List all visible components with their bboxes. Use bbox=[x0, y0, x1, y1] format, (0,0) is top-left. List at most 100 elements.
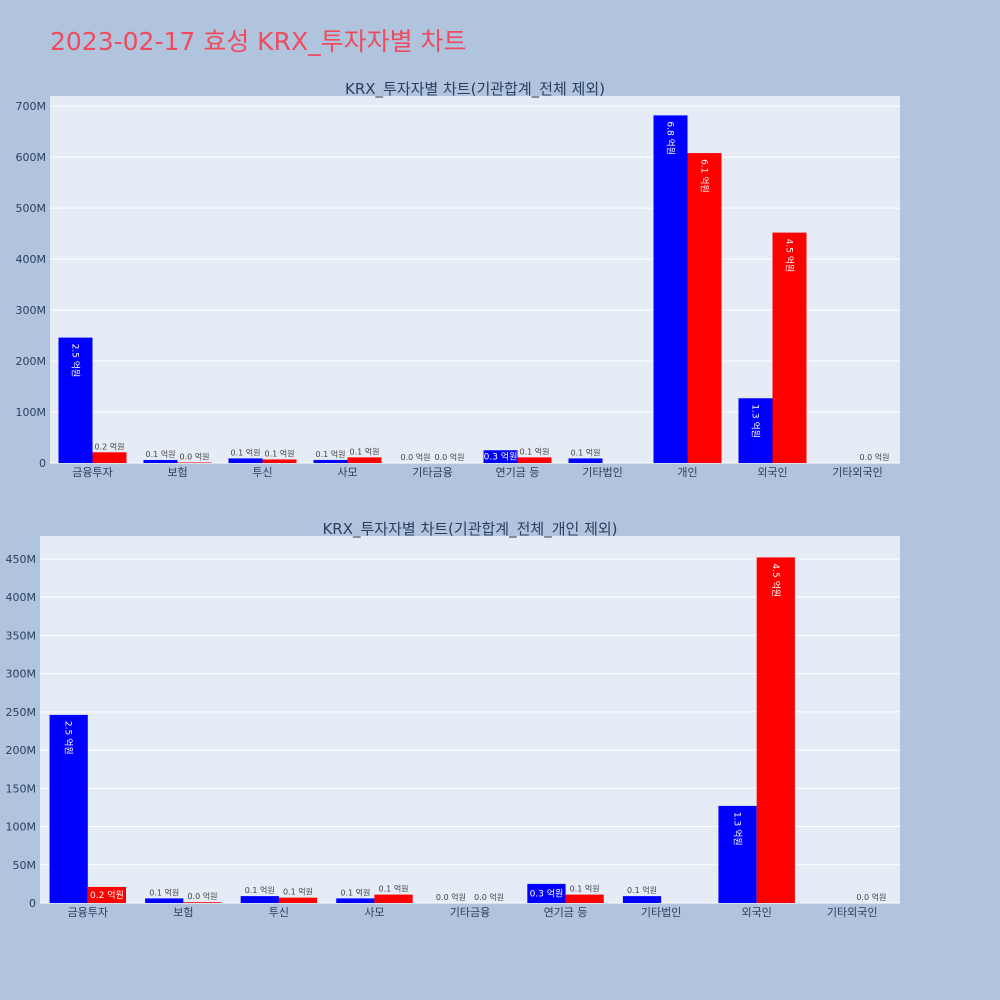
y-tick-label: 0 bbox=[39, 457, 46, 470]
x-tick-label: 개인 bbox=[677, 466, 697, 479]
bar bbox=[738, 398, 773, 463]
bar bbox=[347, 457, 382, 463]
x-tick-label: 기타금융 bbox=[450, 906, 490, 919]
data-label: 0.0 억원 bbox=[435, 452, 465, 462]
bar bbox=[336, 898, 375, 903]
data-label: 2.5 억원 bbox=[70, 344, 82, 378]
bar bbox=[262, 459, 297, 463]
x-tick-label: 기타법인 bbox=[582, 466, 622, 479]
x-tick-label: 기타외국인 bbox=[827, 906, 878, 919]
y-tick-label: 450M bbox=[6, 553, 37, 566]
y-tick-label: 350M bbox=[6, 629, 37, 642]
data-label: 0.3 억원 bbox=[484, 451, 518, 463]
x-tick-label: 기타법인 bbox=[641, 906, 681, 919]
bar bbox=[313, 459, 348, 463]
data-label: 0.1 억원 bbox=[245, 885, 275, 895]
y-tick-label: 600M bbox=[16, 151, 47, 164]
y-tick-label: 400M bbox=[6, 591, 37, 604]
y-tick-label: 100M bbox=[16, 406, 47, 419]
data-label: 0.0 억원 bbox=[401, 452, 431, 462]
data-label: 0.1 억원 bbox=[520, 446, 550, 456]
x-tick-label: 사모 bbox=[337, 466, 357, 479]
data-label: 4.5 억원 bbox=[784, 239, 796, 273]
data-label: 0.2 억원 bbox=[90, 889, 124, 901]
bar bbox=[565, 894, 604, 903]
bar bbox=[653, 115, 688, 463]
data-label: 0.1 억원 bbox=[265, 448, 295, 458]
x-tick-label: 외국인 bbox=[741, 906, 771, 919]
bar bbox=[622, 896, 662, 903]
bar bbox=[145, 898, 184, 903]
x-tick-label: 연기금 등 bbox=[544, 906, 588, 919]
data-label: 0.0 억원 bbox=[860, 452, 890, 462]
x-tick-label: 금융투자 bbox=[72, 466, 112, 479]
x-tick-label: 기타금융 bbox=[412, 466, 452, 479]
bar bbox=[687, 153, 722, 464]
data-label: 0.0 억원 bbox=[187, 891, 217, 901]
y-tick-label: 250M bbox=[6, 706, 37, 719]
data-label: 0.0 억원 bbox=[436, 892, 466, 902]
bar bbox=[58, 337, 93, 463]
data-label: 0.3 억원 bbox=[530, 887, 564, 899]
bar bbox=[756, 557, 795, 903]
x-tick-label: 투신 bbox=[269, 906, 289, 919]
data-label: 2.5 억원 bbox=[63, 721, 75, 755]
bar bbox=[374, 894, 413, 903]
bar bbox=[92, 452, 127, 463]
y-tick-label: 200M bbox=[6, 744, 37, 757]
x-tick-label: 외국인 bbox=[757, 466, 787, 479]
bar bbox=[483, 450, 518, 463]
data-label: 0.0 억원 bbox=[856, 892, 886, 902]
data-label: 0.0 억원 bbox=[474, 892, 504, 902]
x-tick-label: 금융투자 bbox=[68, 906, 108, 919]
bar bbox=[517, 457, 552, 463]
data-label: 0.1 억원 bbox=[283, 887, 313, 897]
data-label: 6.8 억원 bbox=[665, 121, 677, 155]
data-label: 0.2 억원 bbox=[95, 441, 125, 451]
x-tick-label: 보험 bbox=[167, 466, 187, 479]
chart-all-investors: 0 100M 200M 300M 400M 500M 600M 700M KRX_투자자별 차트… bbox=[16, 80, 900, 479]
chart-excluding-individual: 0 50M 100M 150M 200M 250M 300M 350M 400M 450M KRX_… bbox=[6, 520, 900, 919]
data-label: 0.1 억원 bbox=[570, 884, 600, 894]
y-tick-label: 700M bbox=[16, 100, 47, 113]
data-label: 0.1 억원 bbox=[149, 887, 179, 897]
bar bbox=[177, 462, 212, 463]
bar bbox=[718, 805, 757, 903]
y-tick-label: 300M bbox=[16, 304, 47, 317]
data-label: 6.1 억원 bbox=[699, 159, 711, 193]
y-tick-label: 150M bbox=[6, 782, 37, 795]
data-label: 4.5 억원 bbox=[770, 563, 782, 597]
y-tick-label: 0 bbox=[29, 897, 36, 910]
y-tick-label: 200M bbox=[16, 355, 47, 368]
data-label: 0.1 억원 bbox=[571, 447, 601, 457]
y-tick-label: 100M bbox=[6, 821, 37, 834]
bar bbox=[49, 714, 88, 903]
bar bbox=[87, 886, 126, 903]
bar bbox=[228, 458, 263, 463]
data-label: 0.1 억원 bbox=[316, 449, 346, 459]
x-tick-label: 사모 bbox=[364, 906, 384, 919]
data-label: 0.1 억원 bbox=[379, 884, 409, 894]
x-tick-label: 보험 bbox=[173, 906, 193, 919]
bar bbox=[527, 883, 566, 903]
y-tick-label: 300M bbox=[6, 668, 37, 681]
chart-title: KRX_투자자별 차트(기관합계_전체 제외) bbox=[345, 80, 605, 99]
bar bbox=[143, 459, 178, 463]
x-tick-label: 연기금 등 bbox=[496, 466, 540, 479]
bar bbox=[183, 902, 222, 903]
data-label: 0.1 억원 bbox=[350, 446, 380, 456]
data-label: 0.1 억원 bbox=[146, 449, 176, 459]
y-tick-label: 400M bbox=[16, 253, 47, 266]
data-label: 0.1 억원 bbox=[231, 447, 261, 457]
data-label: 1.3 억원 bbox=[750, 404, 762, 438]
x-tick-label: 기타외국인 bbox=[832, 466, 883, 479]
y-tick-label: 500M bbox=[16, 202, 47, 215]
y-tick-label: 50M bbox=[13, 859, 37, 872]
chart-title: KRX_투자자별 차트(기관합계_전체_개인 제외) bbox=[322, 520, 617, 539]
data-label: 1.3 억원 bbox=[732, 812, 744, 846]
data-label: 0.1 억원 bbox=[627, 885, 657, 895]
bar bbox=[278, 897, 318, 903]
bar bbox=[772, 232, 807, 463]
data-label: 0.1 억원 bbox=[340, 887, 370, 897]
page-title: 2023-02-17 효성 KRX_투자자별 차트 bbox=[50, 27, 467, 56]
